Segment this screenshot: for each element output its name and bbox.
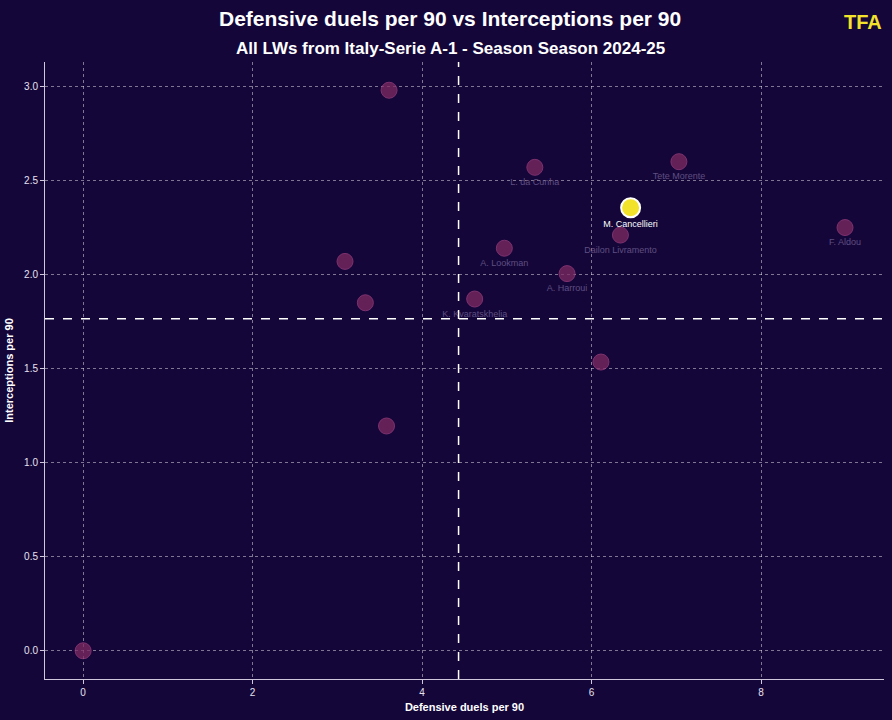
svg-text:1.5: 1.5 [24, 363, 38, 374]
svg-text:All LWs from Italy-Serie A-1 -: All LWs from Italy-Serie A-1 - Season Se… [236, 39, 665, 58]
svg-text:Defensive duels per 90: Defensive duels per 90 [405, 701, 524, 713]
svg-text:4: 4 [419, 687, 425, 698]
svg-text:1.0: 1.0 [24, 457, 38, 468]
svg-text:8: 8 [758, 687, 764, 698]
svg-text:2: 2 [250, 687, 256, 698]
svg-text:6: 6 [589, 687, 595, 698]
svg-text:Tete Morente: Tete Morente [653, 171, 706, 181]
svg-text:2.0: 2.0 [24, 269, 38, 280]
svg-text:0: 0 [80, 687, 86, 698]
svg-text:Dailon Livramento: Dailon Livramento [584, 245, 657, 255]
svg-text:2.5: 2.5 [24, 175, 38, 186]
svg-text:Defensive duels per 90 vs Inte: Defensive duels per 90 vs Interceptions … [219, 7, 681, 30]
svg-text:K. Kvaratskhelia: K. Kvaratskhelia [442, 309, 507, 319]
svg-text:A. Lookman: A. Lookman [480, 258, 528, 268]
svg-text:L. da Cunha: L. da Cunha [510, 177, 559, 187]
svg-text:Interceptions per 90: Interceptions per 90 [3, 318, 15, 423]
svg-text:F. Aldou: F. Aldou [829, 237, 861, 247]
svg-text:3.0: 3.0 [24, 81, 38, 92]
svg-text:A. Harroui: A. Harroui [547, 283, 588, 293]
svg-text:TFA: TFA [844, 11, 882, 33]
svg-text:0.0: 0.0 [24, 645, 38, 656]
svg-text:0.5: 0.5 [24, 551, 38, 562]
svg-text:M. Cancellieri: M. Cancellieri [603, 219, 658, 229]
